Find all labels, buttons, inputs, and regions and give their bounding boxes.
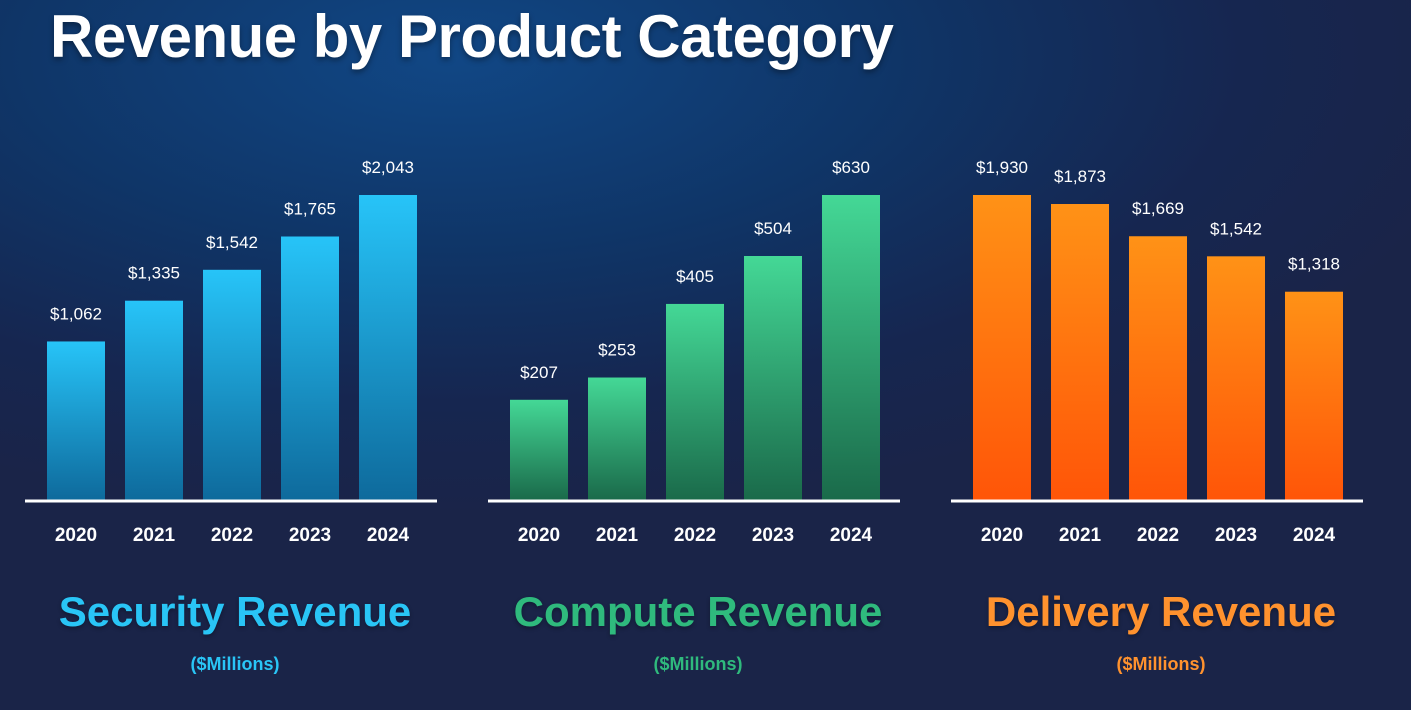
compute-bar-2021 [588, 377, 646, 500]
compute-bar-2023 [744, 256, 802, 500]
compute-year-label-2023: 2023 [752, 525, 794, 546]
delivery-bar-2024 [1285, 291, 1343, 500]
delivery-value-label-2020: $1,930 [976, 158, 1028, 177]
security-revenue-panel: $1,062 2020 $1,335 2021 $1,542 2022 $1,765 2023… [25, 0, 445, 710]
delivery-revenue-chart: $1,930 2020 $1,873 2021 $1,669 2022 $1,542 2023… [951, 158, 1363, 546]
delivery-bar-2020 [973, 195, 1031, 500]
delivery-value-label-2023: $1,542 [1210, 219, 1262, 238]
compute-value-label-2022: $405 [676, 267, 714, 286]
security-bar-2024 [359, 195, 417, 500]
compute-value-label-2021: $253 [598, 341, 636, 360]
compute-year-label-2021: 2021 [596, 525, 639, 546]
compute-revenue-units: ($Millions) [653, 654, 743, 674]
compute-bar-2022 [666, 303, 724, 500]
delivery-bar-2023 [1207, 256, 1265, 500]
security-value-label-2021: $1,335 [128, 264, 180, 283]
compute-bar-2024 [822, 195, 880, 500]
delivery-value-label-2021: $1,873 [1054, 167, 1106, 186]
security-bar-2021 [125, 300, 183, 500]
security-value-label-2022: $1,542 [206, 233, 258, 252]
security-bar-2022 [203, 269, 261, 500]
compute-value-label-2024: $630 [832, 158, 870, 177]
compute-year-label-2022: 2022 [674, 525, 716, 546]
security-year-label-2021: 2021 [133, 525, 176, 546]
security-year-label-2024: 2024 [367, 525, 410, 546]
delivery-year-label-2020: 2020 [981, 525, 1023, 546]
security-revenue-chart: $1,062 2020 $1,335 2021 $1,542 2022 $1,765 2023… [25, 158, 437, 546]
compute-year-label-2020: 2020 [518, 525, 560, 546]
security-bar-2023 [281, 236, 339, 500]
security-bar-2020 [47, 341, 105, 500]
delivery-year-label-2021: 2021 [1059, 525, 1102, 546]
compute-revenue-chart: $207 2020 $253 2021 $405 2022 $504 2023 $630 2024 [488, 158, 900, 546]
delivery-value-label-2024: $1,318 [1288, 255, 1340, 274]
security-year-label-2020: 2020 [55, 525, 97, 546]
page-title: Revenue by Product Category [50, 3, 894, 70]
compute-bar-2020 [510, 399, 568, 500]
security-revenue-units: ($Millions) [190, 654, 280, 674]
delivery-bar-2022 [1129, 236, 1187, 501]
security-value-label-2020: $1,062 [50, 304, 102, 323]
delivery-year-label-2024: 2024 [1293, 525, 1336, 546]
delivery-value-label-2022: $1,669 [1132, 199, 1184, 218]
security-value-label-2024: $2,043 [362, 158, 414, 177]
delivery-revenue-title: Delivery Revenue [985, 588, 1337, 635]
delivery-revenue-panel: $1,930 2020 $1,873 2021 $1,669 2022 $1,542 2023… [951, 0, 1371, 710]
compute-year-label-2024: 2024 [830, 525, 873, 546]
security-value-label-2023: $1,765 [284, 200, 336, 219]
security-revenue-title: Security Revenue [58, 588, 412, 635]
delivery-revenue-units: ($Millions) [1116, 654, 1206, 674]
security-year-label-2023: 2023 [289, 525, 331, 546]
compute-value-label-2020: $207 [520, 363, 558, 382]
security-year-label-2022: 2022 [211, 525, 253, 546]
compute-revenue-panel: $207 2020 $253 2021 $405 2022 $504 2023 $630 2024… [488, 0, 908, 710]
compute-revenue-title: Compute Revenue [513, 588, 883, 635]
delivery-year-label-2022: 2022 [1137, 525, 1179, 546]
compute-value-label-2023: $504 [754, 219, 792, 238]
delivery-bar-2021 [1051, 204, 1109, 501]
delivery-year-label-2023: 2023 [1215, 525, 1257, 546]
